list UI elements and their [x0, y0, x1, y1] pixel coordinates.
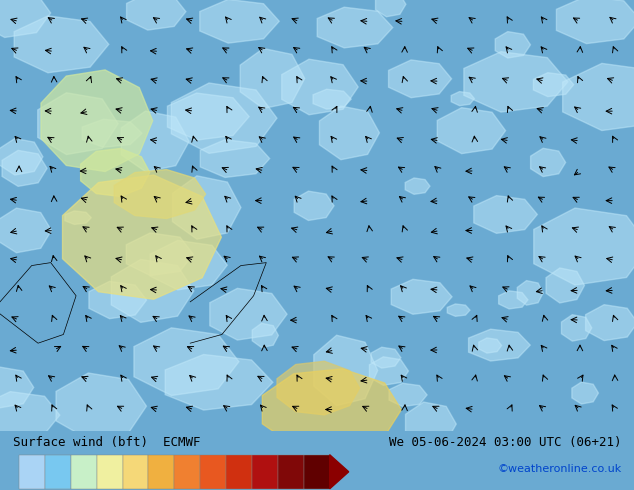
Polygon shape: [2, 150, 47, 186]
Polygon shape: [370, 357, 408, 385]
Polygon shape: [277, 361, 359, 415]
Polygon shape: [389, 60, 451, 98]
Bar: [174, 455, 200, 489]
Polygon shape: [134, 328, 239, 395]
Polygon shape: [38, 93, 118, 154]
Polygon shape: [210, 288, 287, 340]
Polygon shape: [172, 176, 241, 239]
Polygon shape: [262, 369, 401, 450]
Polygon shape: [294, 191, 334, 220]
Bar: [71, 455, 96, 489]
Polygon shape: [127, 0, 186, 30]
Polygon shape: [437, 108, 505, 154]
Polygon shape: [14, 16, 109, 73]
Polygon shape: [167, 93, 249, 140]
Polygon shape: [171, 83, 277, 153]
Polygon shape: [586, 305, 634, 341]
Polygon shape: [200, 140, 269, 177]
Polygon shape: [447, 304, 470, 317]
Polygon shape: [375, 0, 406, 17]
Polygon shape: [200, 0, 279, 43]
Polygon shape: [165, 354, 273, 410]
Bar: [304, 455, 330, 489]
Polygon shape: [41, 70, 153, 172]
Bar: [122, 455, 148, 489]
Polygon shape: [0, 0, 51, 37]
Polygon shape: [562, 315, 592, 341]
Polygon shape: [314, 335, 378, 406]
Polygon shape: [469, 329, 530, 361]
Polygon shape: [150, 241, 227, 290]
Polygon shape: [240, 49, 305, 108]
Polygon shape: [0, 139, 43, 175]
Polygon shape: [371, 347, 401, 368]
Polygon shape: [281, 59, 358, 115]
Polygon shape: [391, 279, 452, 314]
Polygon shape: [517, 281, 543, 305]
Polygon shape: [0, 208, 51, 253]
Polygon shape: [562, 63, 634, 130]
Polygon shape: [474, 196, 538, 233]
Polygon shape: [89, 281, 146, 318]
Bar: [278, 455, 304, 489]
Bar: [45, 455, 71, 489]
Polygon shape: [65, 211, 91, 224]
Polygon shape: [252, 323, 278, 347]
Polygon shape: [479, 338, 501, 353]
Polygon shape: [111, 259, 194, 322]
Polygon shape: [405, 178, 430, 195]
Polygon shape: [406, 402, 456, 446]
Polygon shape: [56, 373, 146, 440]
Polygon shape: [495, 31, 531, 58]
Bar: [19, 455, 45, 489]
Polygon shape: [499, 291, 528, 309]
Polygon shape: [63, 175, 221, 299]
Text: ©weatheronline.co.uk: ©weatheronline.co.uk: [497, 464, 621, 473]
Bar: [252, 455, 278, 489]
Polygon shape: [330, 455, 349, 489]
Polygon shape: [126, 233, 193, 275]
Polygon shape: [114, 170, 205, 219]
Bar: [200, 455, 226, 489]
Bar: [96, 455, 122, 489]
Polygon shape: [313, 89, 351, 109]
Text: We 05-06-2024 03:00 UTC (06+21): We 05-06-2024 03:00 UTC (06+21): [389, 436, 621, 449]
Polygon shape: [121, 111, 189, 172]
Polygon shape: [557, 0, 634, 44]
Text: Surface wind (bft)  ECMWF: Surface wind (bft) ECMWF: [13, 436, 200, 449]
Polygon shape: [451, 92, 474, 106]
Polygon shape: [82, 119, 142, 147]
Polygon shape: [534, 208, 634, 285]
Bar: [148, 455, 174, 489]
Polygon shape: [546, 268, 585, 303]
Polygon shape: [320, 106, 380, 160]
Polygon shape: [464, 51, 568, 112]
Polygon shape: [533, 73, 574, 97]
Polygon shape: [572, 382, 598, 404]
Polygon shape: [531, 148, 566, 176]
Polygon shape: [0, 367, 34, 408]
Bar: [226, 455, 252, 489]
Polygon shape: [317, 7, 392, 48]
Polygon shape: [0, 392, 60, 439]
Polygon shape: [81, 148, 150, 196]
Polygon shape: [389, 383, 427, 407]
